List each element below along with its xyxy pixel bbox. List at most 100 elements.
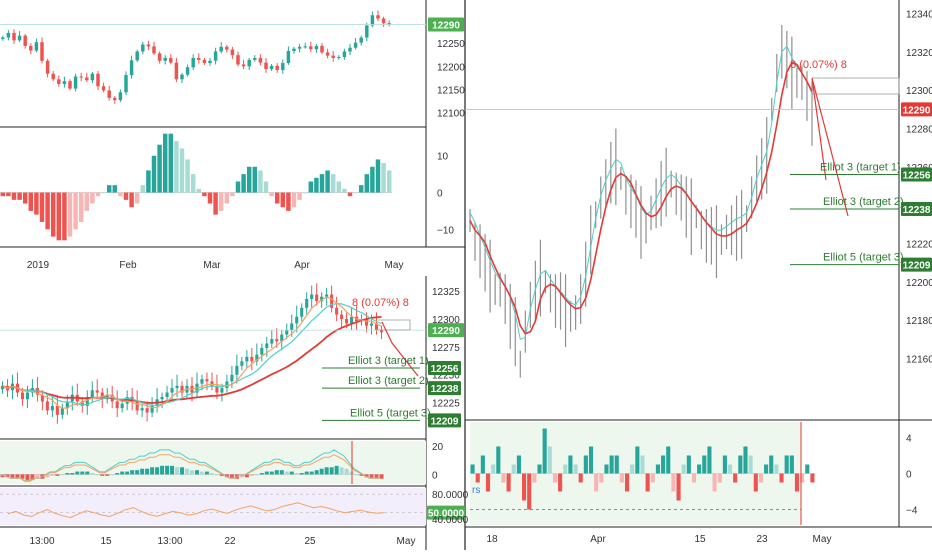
volume-bar-48: [717, 473, 722, 483]
hist-bar-52: [291, 192, 297, 208]
daily-x-label-1: Feb: [119, 260, 137, 271]
hourly-candle-68: [340, 314, 344, 319]
volume-bar-17: [558, 473, 563, 492]
hourly-candle-50: [250, 356, 254, 362]
hist-bar-0: [0, 192, 6, 197]
rsi-tick-2: 40.0000: [432, 515, 469, 526]
daily-candle-13: [73, 76, 78, 89]
macd-bar-65: [324, 467, 329, 475]
daily-x-label-4: May: [385, 260, 404, 271]
volume-bar-21: [578, 473, 583, 483]
hist-bar-24: [134, 192, 140, 204]
hourly-candle-33: [165, 392, 169, 397]
macd-bar-16: [80, 471, 85, 475]
macd-bar-29: [145, 468, 150, 475]
macd-bar-62: [309, 471, 314, 475]
hist-bar-33: [185, 159, 190, 193]
hourly-candle-46: [230, 374, 234, 382]
hourly-candle-61: [305, 298, 309, 308]
volume-tick-0: 4: [906, 434, 912, 445]
hourly-candle-76: [379, 330, 384, 333]
hourly-candle-19: [95, 390, 99, 393]
hist-bar-4: [22, 192, 28, 204]
hist-bar-61: [342, 188, 347, 193]
hourly-projection-line: [381, 321, 419, 377]
macd-bar-67: [334, 465, 339, 475]
volume-bar-5: [496, 446, 501, 474]
intraday-x-label-2: 15: [694, 534, 706, 545]
hourly-candle-52: [260, 347, 264, 355]
hist-bar-57: [319, 174, 325, 193]
volume-bar-28: [614, 455, 619, 474]
hist-bar-5: [28, 192, 34, 211]
macd-bar-41: [204, 471, 209, 475]
hourly-ma-fast: [2, 296, 382, 409]
intraday-ma-slow: [469, 61, 813, 335]
volume-bar-61: [784, 455, 789, 474]
hourly-x-label-1: 15: [100, 536, 112, 547]
daily-last-price-tag-bg: [428, 17, 464, 32]
volume-bar-60: [779, 473, 784, 483]
hourly-target-tag-1: 12238: [431, 384, 459, 395]
hourly-target-label-0: Elliot 3 (target 1): [348, 355, 429, 367]
hist-bar-10: [56, 192, 62, 241]
intraday-target-tag-1: 12238: [903, 205, 931, 216]
hourly-candle-11: [55, 405, 59, 415]
macd-bar-39: [194, 470, 199, 475]
volume-bar-4: [491, 464, 496, 474]
hist-bar-38: [213, 192, 218, 215]
hourly-candle-41: [205, 379, 209, 382]
volume-bar-65: [805, 464, 810, 474]
daily-candle-35: [197, 57, 201, 60]
volume-bar-64: [800, 473, 805, 483]
daily-candle-48: [269, 65, 274, 70]
daily-candle-38: [213, 51, 218, 61]
volume-bar-53: [743, 446, 748, 474]
intraday-target-tag-0: 12256: [903, 171, 931, 182]
intraday-tick-2: 12300: [906, 86, 932, 97]
macd-bar-44: [219, 474, 224, 476]
macd-bar-32: [160, 465, 165, 475]
daily-candle-23: [129, 60, 134, 76]
daily-candle-32: [180, 74, 184, 80]
intraday-tick-3: 12280: [906, 125, 932, 136]
daily-candle-1: [6, 32, 11, 38]
volume-bar-0: [470, 464, 475, 474]
hourly-candle-0: [0, 385, 5, 390]
daily-candle-51: [286, 51, 291, 64]
macd-bar-46: [229, 474, 234, 479]
hourly-candle-57: [285, 330, 289, 335]
hist-bar-30: [168, 133, 174, 193]
hourly-candle-48: [240, 361, 244, 366]
daily-tick-1: 12150: [437, 86, 465, 97]
hourly-candle-18: [90, 390, 94, 397]
macd-bar-59: [294, 473, 299, 475]
macd-bar-22: [110, 474, 115, 476]
hist-bar-20: [112, 185, 118, 193]
hist-bar-59: [330, 174, 336, 193]
daily-candle-6: [34, 42, 39, 51]
macd-bar-10: [50, 474, 55, 476]
macd-bar-30: [150, 467, 155, 475]
macd-bar-3: [15, 474, 20, 479]
macd-bar-4: [20, 474, 25, 479]
macd-bar-60: [299, 473, 304, 475]
volume-bar-3: [485, 473, 491, 492]
intraday-tick-8: 12180: [906, 316, 932, 327]
daily-tick-3: 12250: [437, 39, 465, 50]
macd-bar-72: [359, 474, 364, 476]
volume-bar-66: [810, 473, 815, 483]
intraday-ma-fast: [469, 45, 813, 340]
hist-bar-14: [78, 192, 84, 222]
hist-bar-48: [269, 192, 274, 197]
hist-bar-22: [123, 192, 129, 200]
macd-bar-58: [289, 471, 294, 475]
hourly-annotation: 8 (0.07%) 8: [352, 297, 409, 309]
volume-bar-29: [619, 473, 624, 483]
daily-candle-26: [146, 44, 151, 47]
macd-bar-76: [379, 474, 384, 479]
volume-label: rs: [472, 485, 480, 496]
volume-bar-1: [475, 473, 480, 483]
volume-bar-6: [501, 473, 506, 483]
macd-bar-21: [105, 474, 110, 476]
